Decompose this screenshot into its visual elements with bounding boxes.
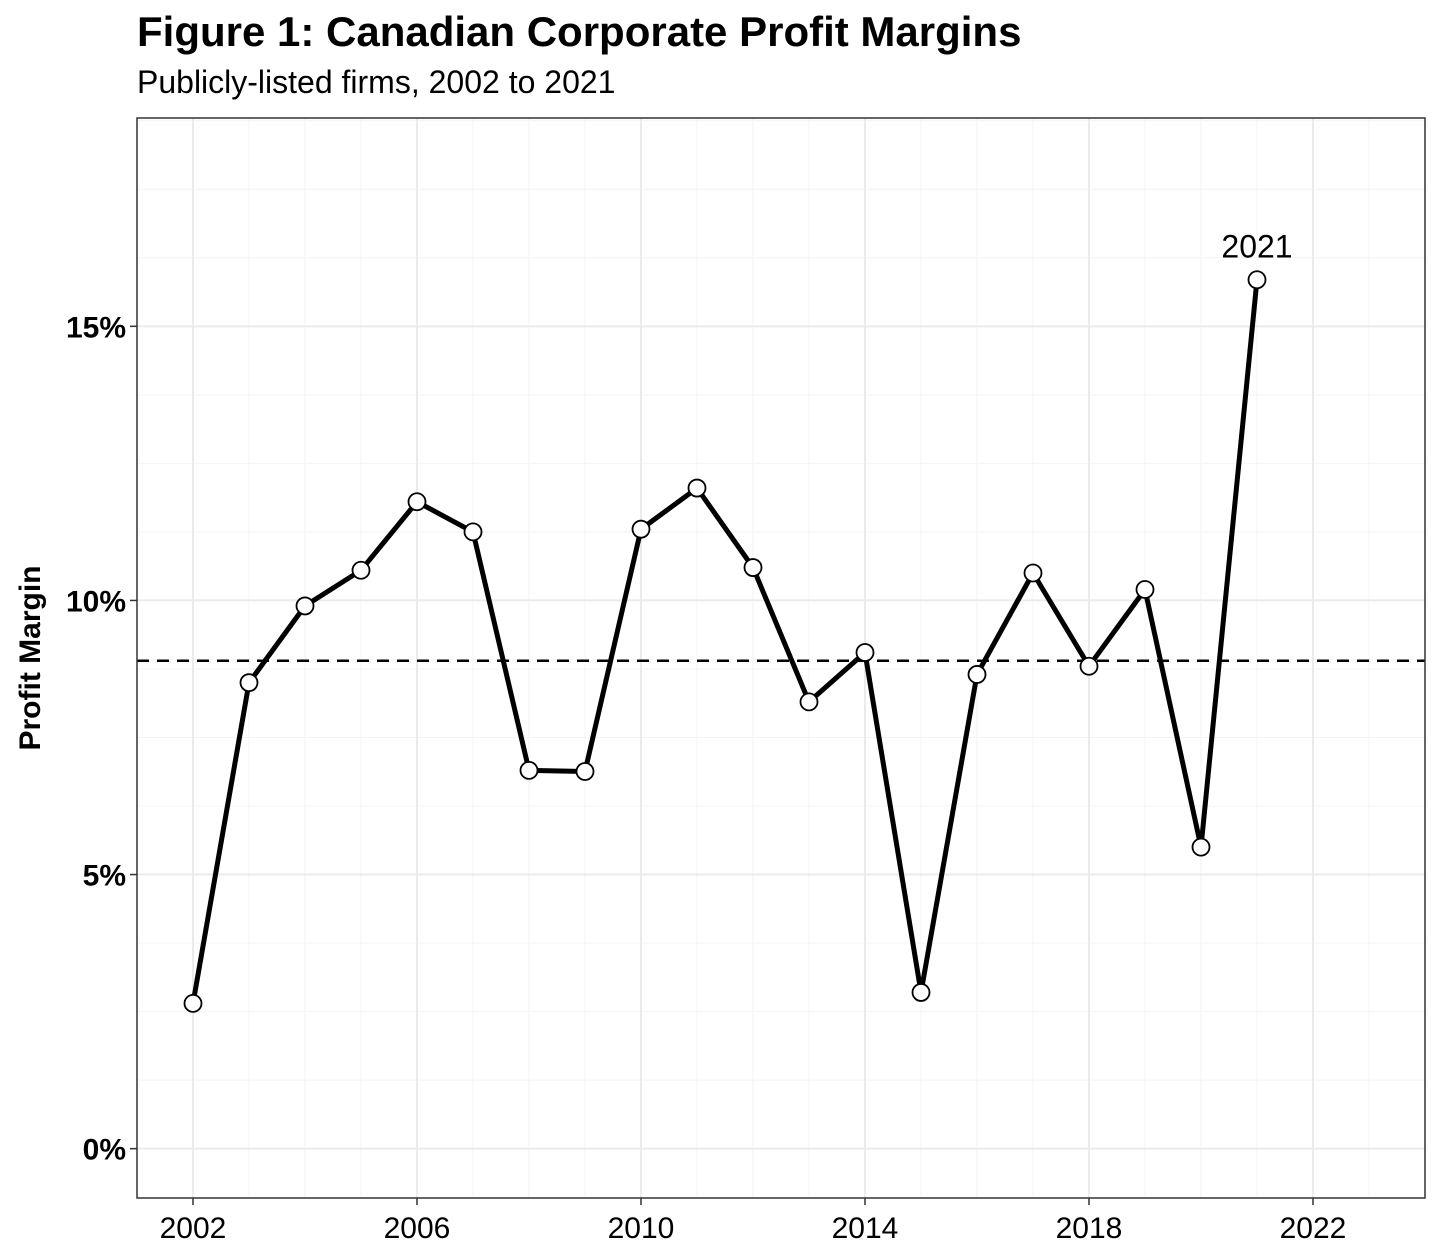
panel-border	[136, 117, 1426, 1199]
annotation-label: 2021	[1221, 229, 1292, 265]
y-axis-title: Profit Margin	[14, 566, 47, 751]
data-point-2009	[575, 762, 595, 781]
y-tick-label: 10%	[66, 585, 126, 618]
axis-layer: 0% 5% 10% 15% 2002 2006 2010 2014 2018 2022	[66, 311, 1346, 1245]
y-tick-label: 5%	[83, 860, 126, 893]
x-tick-label: 2006	[384, 1212, 451, 1245]
x-tick-label: 2010	[608, 1212, 675, 1245]
data-point-2005	[351, 560, 371, 580]
data-point-2019	[1135, 580, 1155, 599]
data-point-2003	[239, 673, 259, 693]
data-point-2004	[295, 596, 315, 616]
data-point-2011	[687, 478, 707, 498]
chart-subtitle: Publicly-listed firms, 2002 to 2021	[137, 64, 616, 100]
data-point-2015	[911, 983, 931, 1002]
x-tick-label: 2014	[832, 1212, 899, 1245]
grid-layer	[136, 118, 1426, 1198]
data-point-2020	[1191, 837, 1211, 857]
data-point-2008	[519, 760, 539, 780]
chart-title: Figure 1: Canadian Corporate Profit Marg…	[137, 8, 1022, 55]
data-point-2012	[743, 558, 763, 577]
data-point-2007	[463, 522, 483, 542]
data-point-2018	[1079, 656, 1099, 676]
data-point-2021	[1247, 270, 1267, 290]
data-point-2010	[631, 519, 651, 539]
y-tick-label: 0%	[83, 1134, 126, 1167]
points-layer	[183, 270, 1267, 1013]
data-point-2013	[799, 692, 819, 712]
x-tick-label: 2002	[160, 1212, 227, 1245]
data-point-2002	[183, 993, 203, 1013]
data-point-2014	[855, 643, 875, 662]
data-point-2006	[407, 492, 427, 512]
x-tick-label: 2022	[1280, 1212, 1347, 1245]
y-tick-label: 15%	[66, 311, 126, 344]
series-line	[190, 279, 1260, 1004]
x-tick-label: 2018	[1056, 1212, 1123, 1245]
data-point-2016	[967, 665, 987, 684]
data-point-2017	[1023, 563, 1043, 583]
